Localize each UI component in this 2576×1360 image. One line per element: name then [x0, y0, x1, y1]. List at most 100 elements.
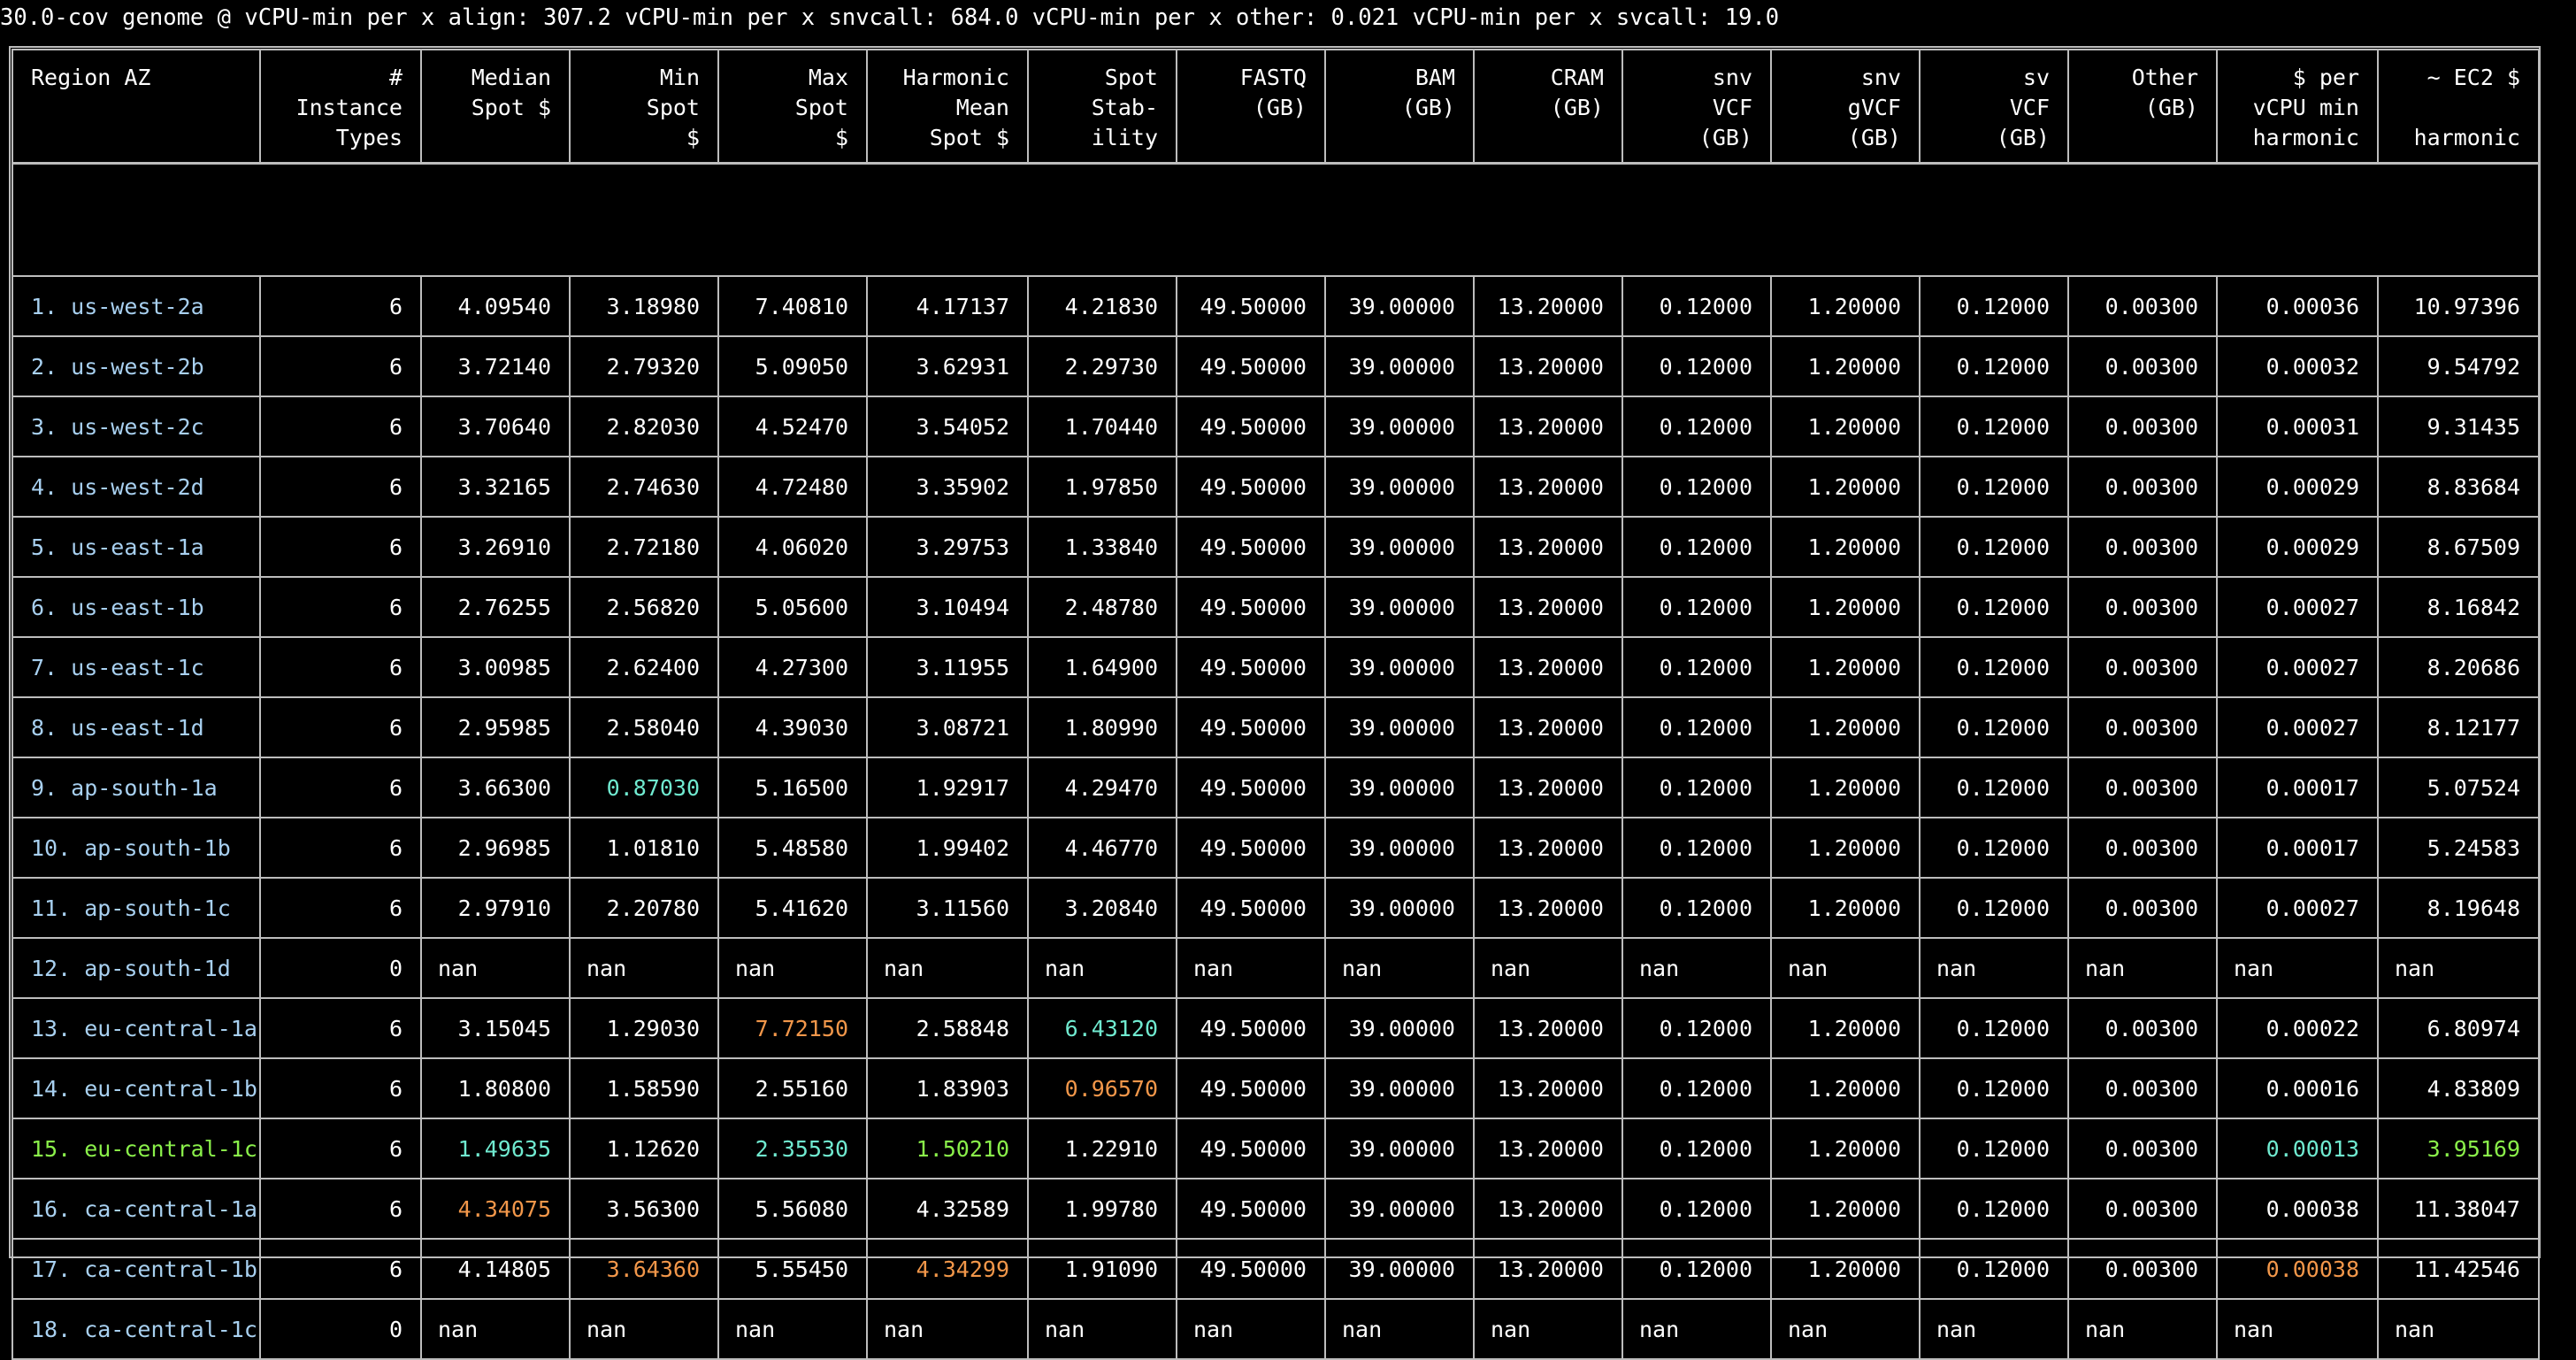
cell-snvgvcf: 1.20000 — [1770, 1118, 1920, 1179]
region-cell: 8. us-east-1d — [12, 696, 261, 758]
cell-cram: 13.20000 — [1473, 1178, 1623, 1240]
cell-max: nan — [717, 1298, 868, 1360]
column-header-snvvcf: snv VCF (GB) — [1622, 49, 1772, 164]
column-header-svvcf: sv VCF (GB) — [1919, 49, 2069, 164]
table-row: 2. us-west-2b 6 3.72140 2.79320 5.09050 3.629… — [12, 335, 2540, 397]
cell-max: 5.55450 — [717, 1238, 868, 1300]
cell-types: 6 — [259, 275, 422, 337]
cell-cram: 13.20000 — [1473, 817, 1623, 879]
column-header-line: # — [388, 65, 402, 90]
column-header-line: snv — [1860, 65, 1901, 90]
cell-harmonic: 3.11560 — [866, 877, 1029, 939]
cell-ec2: 8.20686 — [2377, 636, 2540, 698]
cell-snvvcf: 0.12000 — [1622, 456, 1772, 518]
cell-cram: 13.20000 — [1473, 396, 1623, 457]
cell-bam: 39.00000 — [1324, 877, 1475, 939]
cell-other: 0.00300 — [2067, 275, 2218, 337]
cell-snvvcf: 0.12000 — [1622, 516, 1772, 578]
cell-svvcf: 0.12000 — [1919, 1178, 2069, 1240]
cell-svvcf: 0.12000 — [1919, 877, 2069, 939]
cell-cram: 13.20000 — [1473, 576, 1623, 638]
cell-snvgvcf: 1.20000 — [1770, 516, 1920, 578]
column-header-line: $ — [686, 125, 700, 150]
cell-min: nan — [569, 937, 719, 999]
cell-pervcpu: 0.00027 — [2216, 877, 2379, 939]
cell-harmonic: 1.83903 — [866, 1057, 1029, 1119]
cell-types: 6 — [259, 1178, 422, 1240]
cell-snvvcf: 0.12000 — [1622, 576, 1772, 638]
cell-max: 5.09050 — [717, 335, 868, 397]
cell-fastq: 49.50000 — [1176, 877, 1326, 939]
cell-min: 3.56300 — [569, 1178, 719, 1240]
cell-fastq: 49.50000 — [1176, 696, 1326, 758]
column-header-line: $ per — [2292, 65, 2359, 90]
cell-other: 0.00300 — [2067, 997, 2218, 1059]
table-row: 1. us-west-2a 6 4.09540 3.18980 7.40810 4.171… — [12, 275, 2540, 337]
region-cell: 9. ap-south-1a — [12, 757, 261, 818]
column-header-line: Stab- — [1091, 95, 1158, 120]
cell-fastq: 49.50000 — [1176, 576, 1326, 638]
cell-harmonic: nan — [866, 937, 1029, 999]
cell-stability: 2.48780 — [1027, 576, 1177, 638]
region-cell: 16. ca-central-1a — [12, 1178, 261, 1240]
cell-ec2: 11.38047 — [2377, 1178, 2540, 1240]
column-header-line: Instance — [295, 95, 402, 120]
cell-snvvcf: 0.12000 — [1622, 275, 1772, 337]
cell-bam: 39.00000 — [1324, 456, 1475, 518]
cell-ec2: 4.83809 — [2377, 1057, 2540, 1119]
cell-median: 3.15045 — [420, 997, 571, 1059]
cell-bam: 39.00000 — [1324, 696, 1475, 758]
column-header-max: Max Spot $ — [717, 49, 868, 164]
cell-median: 3.70640 — [420, 396, 571, 457]
cell-min: 1.12620 — [569, 1118, 719, 1179]
cell-svvcf: nan — [1919, 937, 2069, 999]
table-row: 18. ca-central-1c 0 nan nan nan nan nan nan nan n… — [12, 1298, 2540, 1360]
cell-min: 2.58040 — [569, 696, 719, 758]
cell-cram: 13.20000 — [1473, 335, 1623, 397]
table-row: 3. us-west-2c 6 3.70640 2.82030 4.52470 3.540… — [12, 396, 2540, 457]
column-header-line: Spot — [1104, 65, 1158, 90]
cell-pervcpu: 0.00022 — [2216, 997, 2379, 1059]
table-row: 4. us-west-2d 6 3.32165 2.74630 4.72480 3.359… — [12, 456, 2540, 518]
cell-median: 3.72140 — [420, 335, 571, 397]
cell-ec2: 11.42546 — [2377, 1238, 2540, 1300]
cell-cram: 13.20000 — [1473, 757, 1623, 818]
column-header-bam: BAM (GB) — [1324, 49, 1475, 164]
column-header-line: snv — [1712, 65, 1752, 90]
cell-snvvcf: 0.12000 — [1622, 636, 1772, 698]
cell-fastq: 49.50000 — [1176, 1178, 1326, 1240]
cell-median: 1.80800 — [420, 1057, 571, 1119]
cell-snvgvcf: 1.20000 — [1770, 335, 1920, 397]
cell-types: 6 — [259, 696, 422, 758]
column-header-line: CRAM — [1550, 65, 1604, 90]
cell-harmonic: 4.32589 — [866, 1178, 1029, 1240]
cell-snvvcf: 0.12000 — [1622, 817, 1772, 879]
cell-harmonic: 3.54052 — [866, 396, 1029, 457]
cell-stability: 1.33840 — [1027, 516, 1177, 578]
table-body: 1. us-west-2a 6 4.09540 3.18980 7.40810 4.171… — [12, 275, 2540, 1360]
cell-stability: 0.96570 — [1027, 1057, 1177, 1119]
cell-max: 7.40810 — [717, 275, 868, 337]
cell-ec2: 8.16842 — [2377, 576, 2540, 638]
column-header-line: (GB) — [1401, 95, 1455, 120]
cell-ec2: 8.12177 — [2377, 696, 2540, 758]
cell-ec2: 5.24583 — [2377, 817, 2540, 879]
cell-bam: 39.00000 — [1324, 396, 1475, 457]
cell-snvgvcf: 1.20000 — [1770, 997, 1920, 1059]
column-header-other: Other (GB) — [2067, 49, 2218, 164]
cell-other: 0.00300 — [2067, 817, 2218, 879]
cell-pervcpu: 0.00029 — [2216, 516, 2379, 578]
cell-other: nan — [2067, 1298, 2218, 1360]
cell-snvgvcf: 1.20000 — [1770, 1057, 1920, 1119]
cell-other: 0.00300 — [2067, 1178, 2218, 1240]
cell-fastq: 49.50000 — [1176, 757, 1326, 818]
cell-harmonic: 3.10494 — [866, 576, 1029, 638]
table-row: 6. us-east-1b 6 2.76255 2.56820 5.05600 3.104… — [12, 576, 2540, 638]
header-row: Region AZ # Instance Types Median Spot $ Min Sp… — [12, 49, 2540, 164]
table-row: 13. eu-central-1a 6 3.15045 1.29030 7.72150 2… — [12, 997, 2540, 1059]
cell-harmonic: 3.35902 — [866, 456, 1029, 518]
cell-ec2: 3.95169 — [2377, 1118, 2540, 1179]
column-header-line: Spot $ — [929, 125, 1009, 150]
cell-bam: 39.00000 — [1324, 757, 1475, 818]
cell-types: 6 — [259, 516, 422, 578]
